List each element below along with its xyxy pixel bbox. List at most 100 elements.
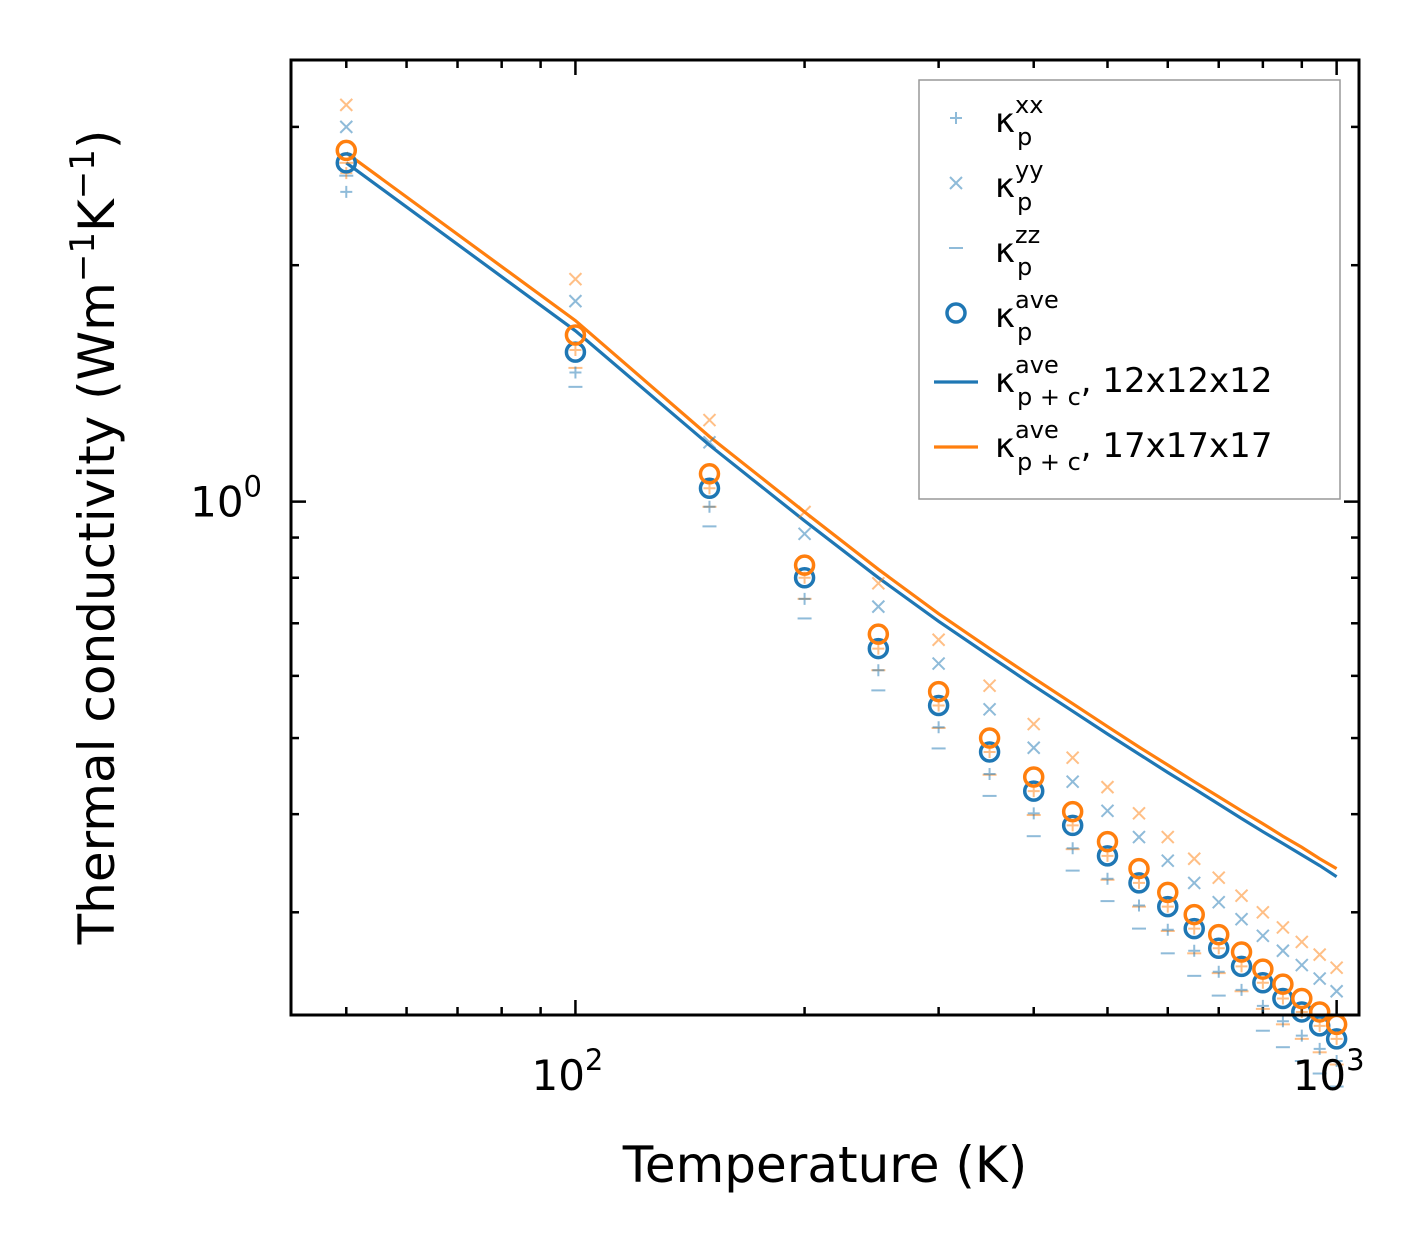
legend-label-sub: p <box>1017 188 1032 216</box>
y-tick-label-exp: 0 <box>244 470 262 504</box>
legend-label-base: κ <box>995 296 1015 336</box>
legend-label: κzz p <box>995 221 1040 281</box>
x-tick-label-exp: 2 <box>585 1043 603 1077</box>
data-point-circle <box>335 152 358 174</box>
data-point-x <box>702 413 717 427</box>
data-point-x <box>1212 871 1226 885</box>
data-point-circle <box>1230 955 1253 978</box>
data-point-x <box>931 633 946 647</box>
data-point-circle <box>1207 937 1230 959</box>
data-point-x <box>1161 830 1175 844</box>
data-point-circle <box>1183 917 1205 940</box>
legend-label: κave p <box>995 286 1059 346</box>
data-point-plus <box>932 721 945 734</box>
data-point-circle <box>978 727 1001 749</box>
data-point-plus <box>1235 983 1248 996</box>
data-point-plus <box>1101 872 1114 885</box>
data-point-x <box>1234 888 1249 903</box>
data-point-circle <box>1022 766 1045 788</box>
y-axis-label: Thermal conductivity (Wm−1K−1) <box>63 130 126 946</box>
data-point-x <box>1256 905 1270 920</box>
data-point-circle <box>1183 903 1205 926</box>
data-point-x <box>1295 958 1309 972</box>
series-line <box>345 161 1338 879</box>
data-point-x <box>871 576 886 591</box>
data-point-x <box>982 702 997 716</box>
data-point-plus <box>798 592 811 605</box>
data-point-x <box>1161 853 1175 868</box>
data-point-circle <box>927 694 950 717</box>
data-point-circle <box>698 463 721 485</box>
data-point-circle <box>1207 923 1230 946</box>
data-point-x <box>1187 852 1201 866</box>
data-point-plus <box>872 664 885 677</box>
y-axis-label-exp2: −1 <box>63 149 103 199</box>
data-point-plus <box>1330 1054 1343 1067</box>
x-tick-label: 103 <box>1293 1043 1365 1100</box>
x-tick-label: 102 <box>531 1043 603 1100</box>
data-point-x <box>1295 935 1309 949</box>
data-point-x <box>1100 804 1115 818</box>
y-axis-label-close: ) <box>68 130 126 150</box>
legend-label-sup: xx <box>1015 91 1043 119</box>
major-ticks <box>291 60 1359 1015</box>
data-point-x <box>339 120 353 134</box>
data-point-circle <box>1230 941 1253 963</box>
data-point-x <box>1132 806 1146 821</box>
data-point-circle <box>564 324 587 346</box>
data-point-circle <box>1128 872 1150 894</box>
legend-label: κyy p <box>995 156 1043 216</box>
legend-label-suffix: , 12x12x12 <box>1081 361 1273 401</box>
data-point-plus <box>569 343 582 356</box>
data-point-circle <box>1325 1028 1348 1050</box>
data-point-plus <box>1295 1029 1308 1042</box>
data-point-circle <box>927 680 950 703</box>
y-axis-label-exp1: −1 <box>63 232 103 282</box>
data-point-circle <box>698 477 721 499</box>
data-point-x <box>931 656 946 671</box>
data-point-x <box>1312 947 1327 962</box>
data-point-circle <box>1022 780 1045 802</box>
legend-label-base: κ <box>995 101 1015 141</box>
data-point-x <box>702 435 717 449</box>
data-point-x <box>982 678 997 693</box>
data-point-circle <box>867 637 890 660</box>
data-point-circle <box>1061 800 1084 823</box>
data-point-circle <box>1157 881 1179 904</box>
data-point-plus <box>1212 965 1225 978</box>
data-point-x <box>1100 780 1115 794</box>
data-point-x <box>1276 944 1290 958</box>
data-point-circle <box>1096 845 1119 867</box>
data-point-circle <box>1252 972 1274 994</box>
series-markers <box>335 98 1348 1088</box>
data-point-circle <box>1291 987 1313 1010</box>
data-point-plus <box>1188 944 1201 957</box>
data-point-x <box>1329 961 1344 975</box>
data-point-circle <box>867 623 890 645</box>
data-point-circle <box>793 566 816 589</box>
y-tick-label: 100 <box>190 470 262 527</box>
data-point-x <box>1234 912 1249 926</box>
legend-label-sub: p + c <box>1017 448 1081 476</box>
plot-frame <box>289 58 1361 1017</box>
tick-labels: 102 103 100 <box>190 470 1364 1100</box>
data-point-x <box>797 505 812 519</box>
legend-label-sub: p <box>1017 123 1032 151</box>
legend-label-base: κ <box>995 166 1015 206</box>
data-point-x <box>568 294 583 308</box>
data-point-x <box>1027 717 1041 731</box>
data-point-x <box>339 98 353 112</box>
data-point-circle <box>1128 857 1150 880</box>
data-point-circle <box>1308 1001 1331 1023</box>
data-point-plus <box>1313 1042 1326 1055</box>
data-point-circle <box>793 554 816 576</box>
data-point-x <box>1256 929 1270 943</box>
data-point-circle <box>1096 830 1119 853</box>
legend-label-sub: p <box>1017 318 1032 346</box>
data-point-circle <box>335 139 358 162</box>
data-point-plus <box>1133 899 1145 912</box>
data-point-x <box>1027 741 1041 755</box>
data-point-x <box>797 527 812 541</box>
